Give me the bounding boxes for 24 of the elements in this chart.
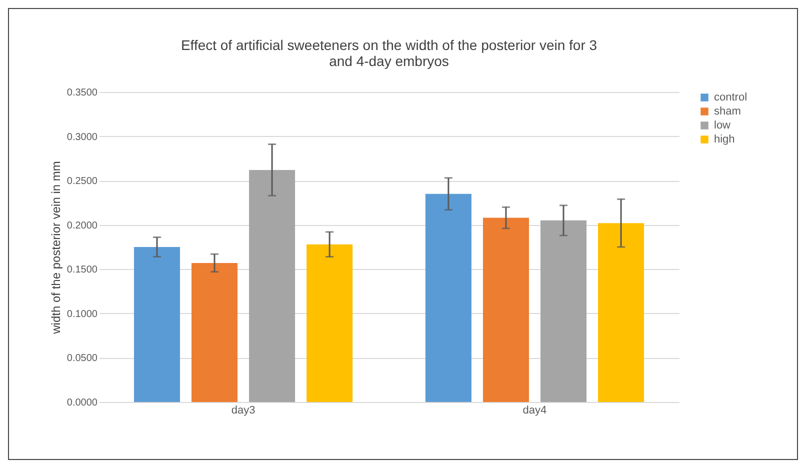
bar (192, 262, 238, 402)
y-tick-label: 0.3500 (66, 88, 98, 98)
legend-label: high (714, 134, 735, 146)
chart-title: Effect of artificial sweeteners on the width of the posterior vein for 3 and 4-day embryos (180, 37, 598, 69)
bar (540, 220, 586, 402)
y-tick-label: 0.0000 (66, 398, 98, 408)
legend-label: low (714, 120, 731, 132)
y-tick-label: 0.2000 (66, 220, 98, 232)
y-tick-label: 0.1000 (66, 308, 98, 320)
x-tick-label: day4 (522, 404, 547, 416)
y-tick-label: 0.0500 (66, 353, 98, 364)
bar (482, 218, 529, 402)
y-tick-label: 0.1500 (66, 264, 98, 276)
legend-label: control (714, 92, 748, 104)
bar (598, 223, 644, 402)
bar (249, 170, 296, 402)
y-tick-label: 0.3000 (66, 132, 98, 143)
bar (134, 247, 180, 402)
x-tick-label: day3 (231, 404, 256, 416)
legend-label: sham (714, 106, 741, 118)
bar (306, 244, 353, 402)
y-axis-title: width of the posterior vein in mm (48, 161, 63, 335)
y-tick-label: 0.2500 (66, 176, 98, 188)
bar (425, 194, 472, 402)
